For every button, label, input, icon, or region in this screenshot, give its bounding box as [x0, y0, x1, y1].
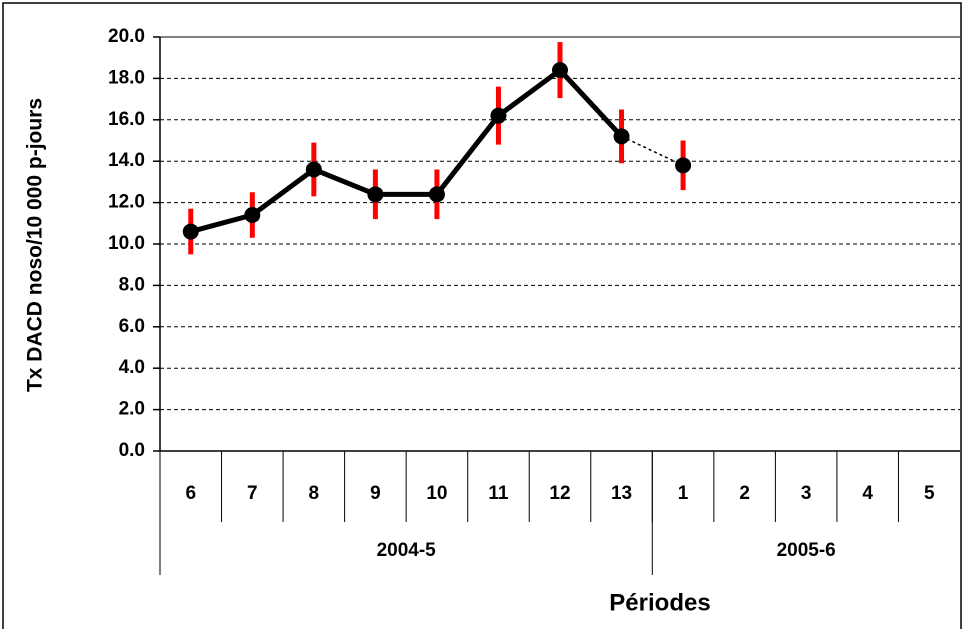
data-point: [244, 207, 261, 224]
y-tick-label: 20.0: [108, 26, 145, 47]
y-tick-label: 2.0: [119, 399, 145, 420]
y-tick-label: 0.0: [119, 440, 145, 461]
x-tick-label: 6: [185, 483, 196, 504]
x-tick-label: 10: [426, 483, 447, 504]
data-point: [305, 161, 322, 178]
data-point: [182, 223, 199, 240]
y-tick-label: 10.0: [108, 233, 145, 254]
x-tick-label: 11: [488, 483, 509, 504]
x-tick-label: 2: [739, 483, 750, 504]
y-axis-label: Tx DACD noso/10 000 p-jours: [24, 98, 47, 392]
y-tick-label: 14.0: [108, 150, 145, 171]
y-tick-label: 6.0: [119, 316, 145, 337]
x-tick-label: 5: [924, 483, 935, 504]
dotted-segment: [621, 135, 684, 167]
data-point: [552, 62, 568, 79]
y-tick-label: 8.0: [119, 274, 145, 295]
x-axis-label: Périodes: [609, 589, 710, 616]
x-tick-label: 1: [678, 483, 689, 504]
x-tick-label: 3: [801, 483, 812, 504]
data-point: [367, 186, 384, 203]
y-tick-label: 18.0: [108, 67, 145, 88]
data-point: [428, 186, 445, 203]
x-tick-label: 4: [862, 483, 873, 504]
y-tick-label: 12.0: [108, 192, 145, 213]
data-point: [613, 128, 630, 145]
x-tick-label: 12: [549, 483, 570, 504]
x-tick-label: 7: [247, 483, 258, 504]
y-tick-label: 16.0: [108, 109, 145, 130]
y-tick-label: 4.0: [119, 357, 145, 378]
data-point: [490, 107, 507, 124]
group-label: 2004-5: [377, 540, 437, 561]
x-tick-label: 13: [611, 483, 632, 504]
x-tick-label: 8: [309, 483, 320, 504]
data-line: [190, 67, 624, 234]
data-point: [675, 157, 692, 174]
group-label: 2005-6: [777, 540, 836, 561]
x-tick-label: 9: [370, 483, 381, 504]
